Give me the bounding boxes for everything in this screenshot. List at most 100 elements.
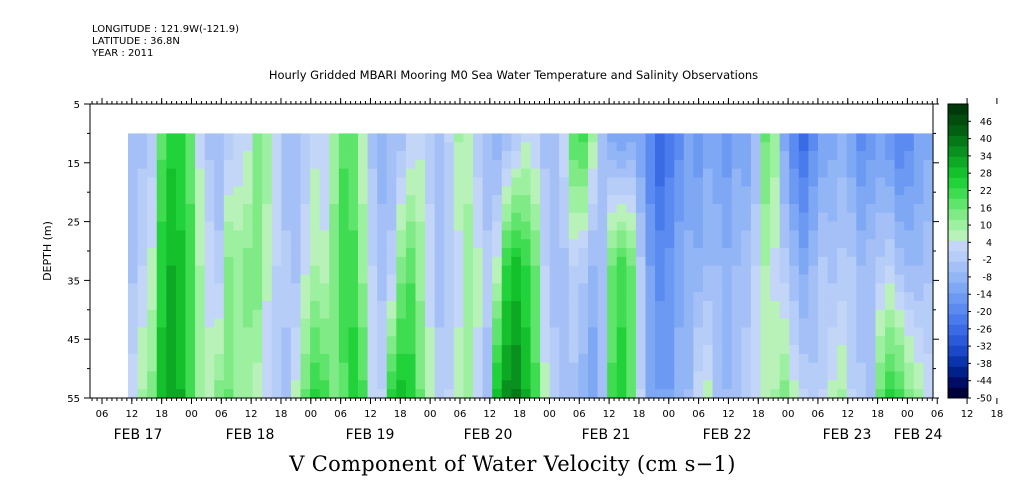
heatmap-cell (703, 177, 714, 187)
heatmap-cell (818, 186, 829, 196)
heatmap-cell (549, 221, 560, 232)
heatmap-cell (223, 345, 235, 355)
heatmap-cell (923, 256, 934, 267)
heatmap-cell (492, 239, 503, 249)
heatmap-cell (674, 203, 685, 214)
heatmap-cell (185, 274, 196, 284)
heatmap-cell (703, 380, 714, 390)
heatmap-cell (664, 292, 675, 302)
heatmap-cell (453, 345, 465, 355)
heatmap-cell (770, 318, 781, 329)
heatmap-cell (444, 142, 455, 152)
heatmap-cell (530, 195, 541, 205)
heatmap-cell (425, 336, 436, 346)
heatmap-cell (568, 318, 580, 329)
heatmap-cell (329, 186, 340, 196)
heatmap-cell (626, 195, 637, 205)
heatmap-cell (693, 230, 704, 240)
heatmap-cell (712, 203, 723, 214)
heatmap-cell (338, 274, 350, 284)
heatmap-cell (300, 168, 311, 179)
heatmap-cell (319, 151, 330, 161)
heatmap-cell (252, 389, 263, 399)
heatmap-cell (310, 212, 321, 223)
heatmap-cell (770, 362, 781, 373)
heatmap-cell (348, 327, 359, 337)
heatmap-cell (290, 309, 302, 320)
heatmap-cell (645, 292, 656, 302)
heatmap-cell (798, 265, 810, 276)
heatmap-cell (635, 380, 647, 390)
heatmap-cell (827, 380, 838, 390)
heatmap-cell (156, 177, 167, 187)
day-label: FEB 21 (582, 427, 631, 443)
heatmap-cell (703, 142, 714, 152)
heatmap-cell (434, 142, 445, 152)
heatmap-cell (128, 309, 139, 320)
heatmap-cell (319, 221, 330, 232)
heatmap-cell (837, 292, 848, 302)
heatmap-cell (377, 380, 388, 390)
heatmap-cell (616, 309, 627, 320)
heatmap-cell (779, 203, 790, 214)
heatmap-cell (894, 300, 905, 311)
heatmap-cell (789, 389, 800, 399)
heatmap-cell (530, 151, 541, 161)
heatmap-cell (683, 168, 695, 179)
heatmap-cell (492, 371, 503, 381)
heatmap-cell (463, 309, 474, 320)
heatmap-cell (434, 168, 445, 179)
heatmap-cell (655, 283, 666, 293)
heatmap-cell (396, 389, 407, 399)
heatmap-cell (128, 353, 139, 364)
heatmap-cell (137, 230, 148, 240)
heatmap-cell (492, 133, 503, 143)
heatmap-cell (243, 195, 254, 205)
heatmap-cell (808, 292, 819, 302)
variable-label-text: V Component of Water Velocity (cm s−1) (289, 452, 736, 476)
heatmap-cell (511, 221, 522, 232)
heatmap-cell (137, 345, 148, 355)
heatmap-cell (568, 186, 580, 196)
heatmap-cell (530, 221, 541, 232)
heatmap-cell (492, 221, 503, 232)
heatmap-cell (818, 151, 829, 161)
heatmap-cell (770, 177, 781, 187)
heatmap-cell (252, 186, 263, 196)
heatmap-cell (520, 380, 532, 390)
heatmap-cell (204, 256, 215, 267)
heatmap-cell (818, 389, 829, 399)
heatmap-cell (798, 177, 810, 187)
heatmap-cell (913, 186, 925, 196)
heatmap-cell (750, 142, 762, 152)
heatmap-cell (415, 159, 426, 170)
heatmap-cell (674, 292, 685, 302)
heatmap-cell (846, 256, 857, 267)
heatmap-cell (156, 283, 167, 293)
heatmap-cell (559, 353, 570, 364)
heatmap-cell (300, 239, 311, 249)
heatmap-cell (559, 274, 570, 284)
heatmap-cell (223, 353, 235, 364)
heatmap-cell (463, 203, 474, 214)
heatmap-cell (894, 142, 905, 152)
heatmap-cell (616, 195, 627, 205)
heatmap-cell (453, 195, 465, 205)
heatmap-cell (243, 389, 254, 399)
heatmap-cell (128, 248, 139, 258)
heatmap-cell (473, 221, 484, 232)
heatmap-cell (386, 327, 397, 337)
heatmap-cell (856, 159, 867, 170)
heatmap-cell (913, 327, 925, 337)
hour-tick-label: 12 (603, 409, 616, 420)
heatmap-cell (818, 168, 829, 179)
heatmap-cell (243, 221, 254, 232)
heatmap-cell (894, 380, 905, 390)
heatmap-cell (492, 159, 503, 170)
heatmap-cell (396, 256, 407, 267)
heatmap-cell (386, 133, 397, 143)
heatmap-cell (540, 265, 551, 276)
heatmap-cell (415, 151, 426, 161)
heatmap-cell (597, 283, 608, 293)
heatmap-cell (626, 300, 637, 311)
